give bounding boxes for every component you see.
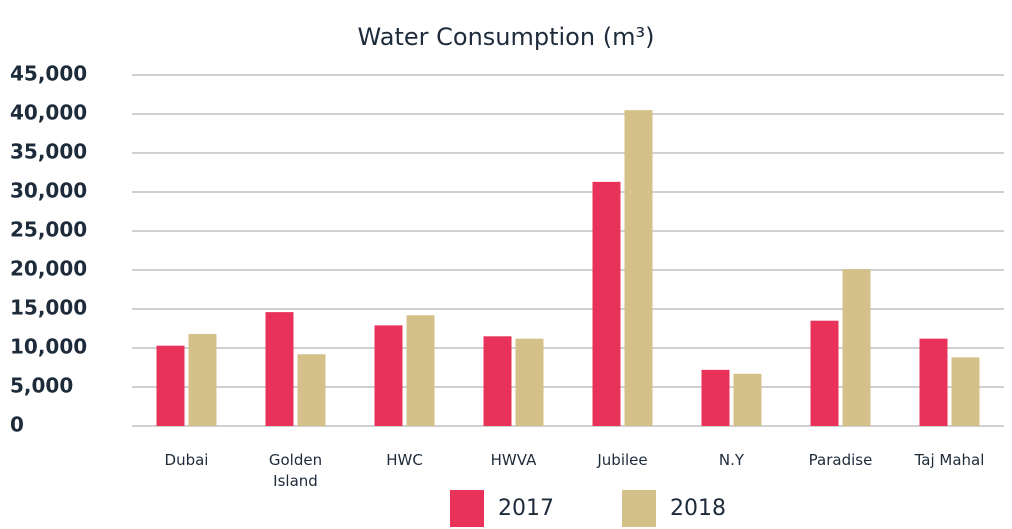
bar [515, 338, 544, 426]
bar [733, 373, 762, 426]
x-tick-label: HWC [386, 451, 423, 469]
x-tick-label: Paradise [808, 451, 873, 469]
legend-label: 2017 [498, 496, 554, 521]
y-tick-label: 30,000 [10, 179, 87, 203]
bar [483, 336, 512, 426]
y-tick-label: 20,000 [10, 257, 87, 281]
y-tick-label: 10,000 [10, 335, 87, 359]
y-tick-label: 45,000 [10, 62, 87, 86]
y-tick-label: 5,000 [10, 374, 73, 398]
x-tick-label: Jubilee [597, 451, 648, 469]
y-tick-label: 40,000 [10, 101, 87, 125]
bar [265, 312, 294, 426]
chart-title: Water Consumption (m³) [358, 23, 655, 51]
bar [810, 320, 839, 426]
bar [701, 369, 730, 426]
bar [406, 315, 435, 426]
legend-swatch [450, 490, 484, 527]
legend-label: 2018 [670, 496, 726, 521]
x-tick-label: Golden Island [268, 451, 323, 490]
bar [188, 333, 217, 426]
y-tick-label: 15,000 [10, 296, 87, 320]
bar [951, 357, 980, 426]
x-tick-label: Dubai [164, 451, 209, 469]
y-tick-label: 25,000 [10, 218, 87, 242]
bar [919, 338, 948, 426]
x-tick-label: N.Y [718, 451, 745, 469]
x-tick-label: HWVA [490, 451, 537, 469]
bar [297, 354, 326, 426]
bar [592, 181, 621, 426]
legend-swatch [622, 490, 656, 527]
x-tick-label: Taj Mahal [914, 451, 985, 469]
y-tick-label: 35,000 [10, 140, 87, 164]
y-tick-label: 0 [10, 413, 24, 437]
bar [374, 325, 403, 426]
bar [842, 269, 871, 426]
bar [624, 110, 653, 426]
bar [156, 345, 185, 426]
